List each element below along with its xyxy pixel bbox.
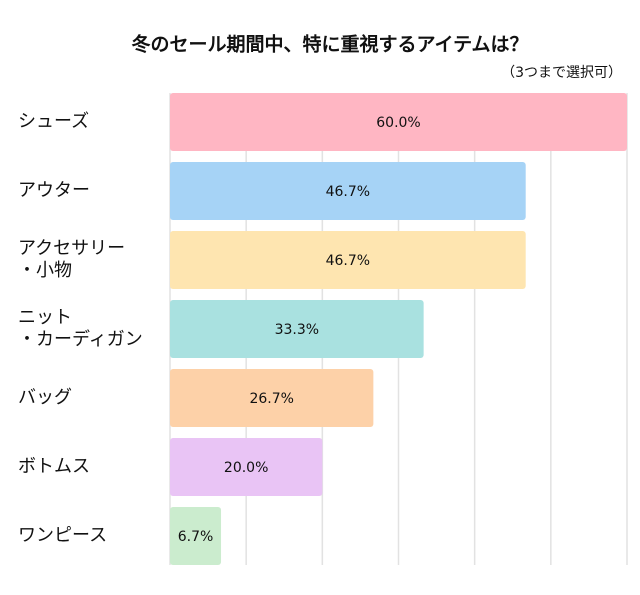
- bar: [170, 231, 526, 289]
- category-label: ニット: [18, 307, 72, 328]
- chart-title: 冬のセール期間中、特に重視するアイテムは？: [131, 33, 528, 56]
- bar: [170, 507, 222, 565]
- bar: [170, 162, 526, 220]
- value-label: 33.3%: [275, 322, 319, 338]
- bar: [170, 438, 323, 496]
- value-label: 46.7%: [326, 184, 370, 200]
- category-label: ボトムス: [18, 456, 90, 477]
- category-label: ・カーディガン: [18, 329, 143, 350]
- value-label: 6.7%: [178, 529, 214, 545]
- category-label: シューズ: [18, 111, 89, 132]
- bar: [170, 93, 627, 151]
- bar: [170, 300, 424, 358]
- category-label: アクセサリー: [18, 238, 125, 259]
- category-label: バッグ: [18, 387, 72, 408]
- value-label: 46.7%: [326, 253, 370, 269]
- chart-subtitle: （3つまで選択可）: [501, 65, 622, 81]
- value-label: 60.0%: [376, 115, 420, 131]
- value-label: 20.0%: [224, 460, 268, 476]
- value-label: 26.7%: [249, 391, 293, 407]
- category-label: アウター: [18, 180, 90, 201]
- category-label: ワンピース: [18, 525, 107, 546]
- category-label: ・小物: [18, 260, 72, 281]
- bar: [170, 369, 374, 427]
